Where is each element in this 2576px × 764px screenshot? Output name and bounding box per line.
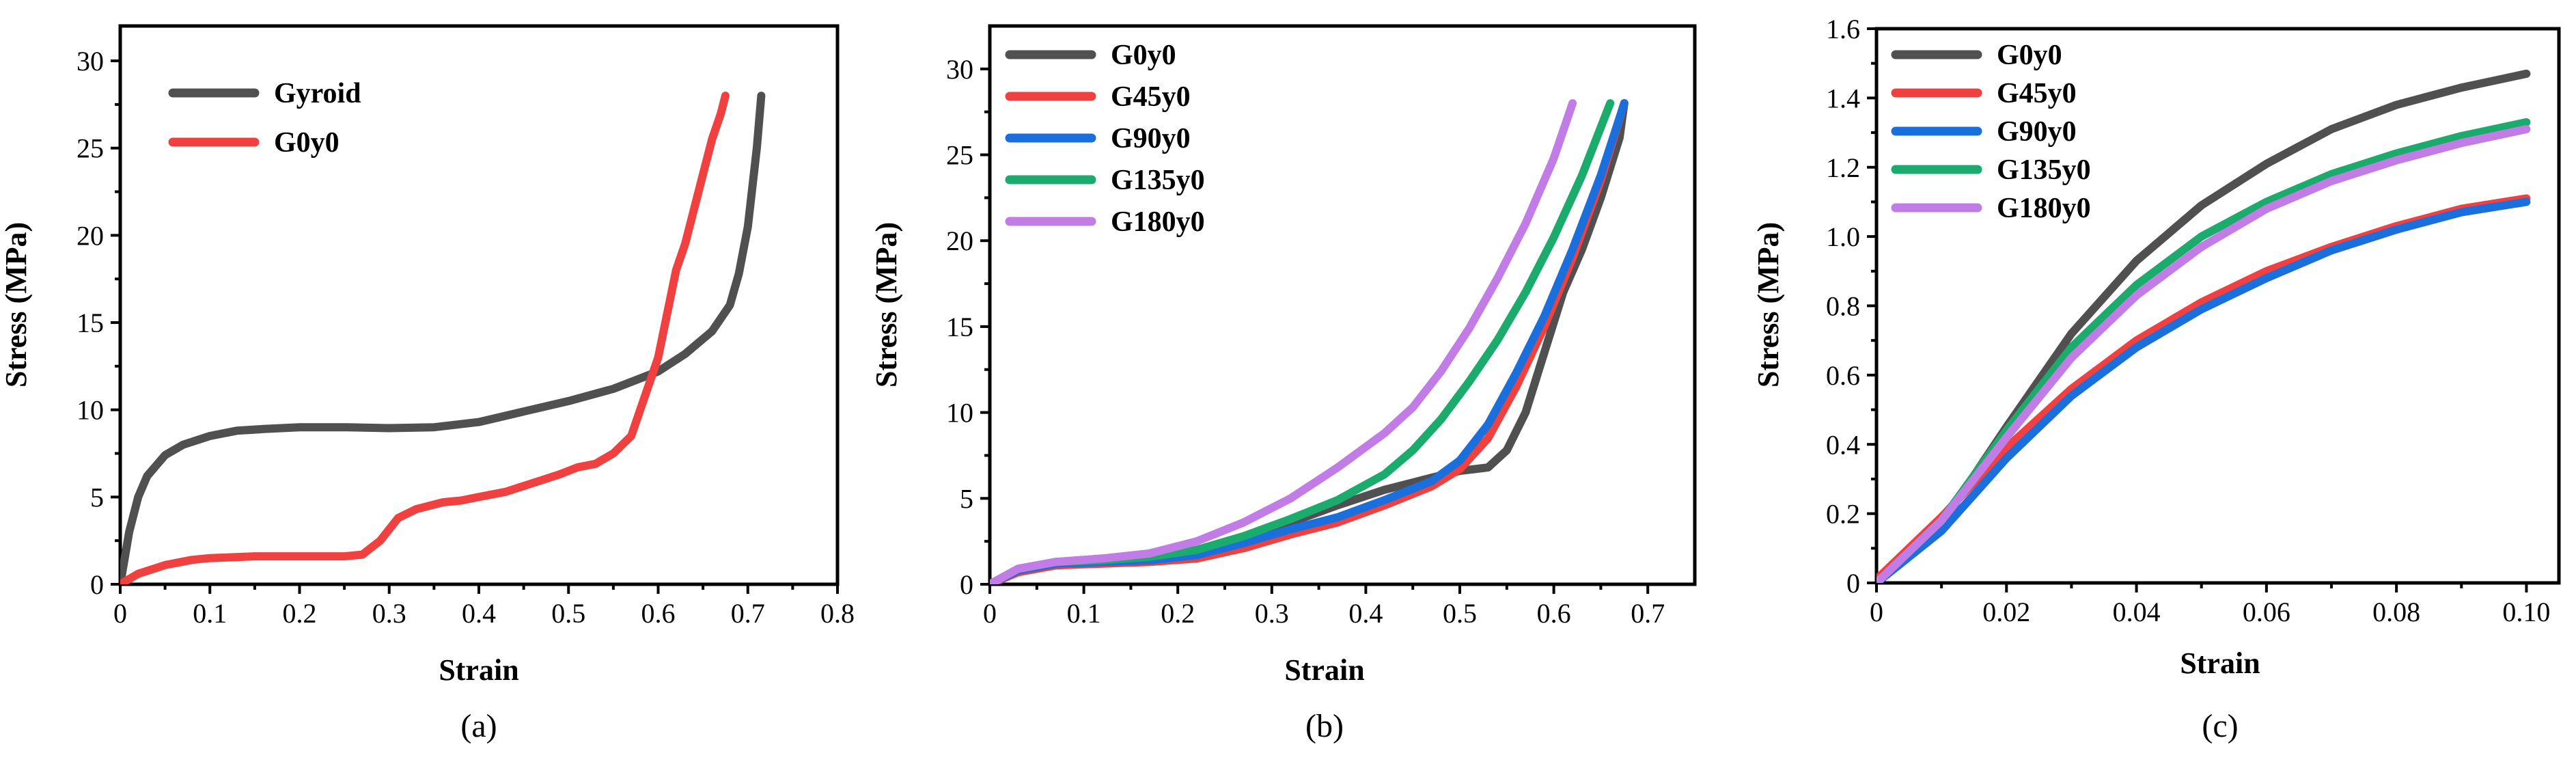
x-tick-label: 0.2 xyxy=(283,598,317,629)
y-tick-label: 20 xyxy=(946,226,973,256)
x-tick-label: 0.3 xyxy=(372,598,406,629)
y-tick-label: 25 xyxy=(946,140,973,171)
x-tick-label: 0.6 xyxy=(641,598,676,629)
legend-label: G0y0 xyxy=(1997,40,2062,71)
legend-label: G90y0 xyxy=(1111,123,1191,154)
x-tick-label: 0.04 xyxy=(2113,597,2161,627)
y-axis-title: Stress (MPa) xyxy=(0,222,33,387)
figure-caption: (a) xyxy=(460,708,497,744)
series-line-g45y0 xyxy=(1876,194,2531,583)
figure-caption: (b) xyxy=(1305,708,1344,744)
legend-label: G135y0 xyxy=(1111,165,1205,196)
x-tick-label: 0.8 xyxy=(820,598,855,629)
legend-label: G0y0 xyxy=(274,127,340,159)
chart-c: 0 0.02 0.04 0.06 0.08 0.10 0 0.2 0.4 0.6 0.8 1.0 1.2… xyxy=(1751,14,2561,744)
y-tick-label: 25 xyxy=(77,133,104,164)
legend-label: G45y0 xyxy=(1997,78,2077,109)
x-tick-label: 0.4 xyxy=(1348,598,1383,629)
y-tick-label: 30 xyxy=(946,54,973,85)
x-axis-title: Strain xyxy=(2180,646,2260,680)
y-axis-title: Stress (MPa) xyxy=(1751,222,1785,387)
x-tick-label: 0.5 xyxy=(1443,598,1477,629)
y-tick-label: 15 xyxy=(946,312,973,342)
y-tick-label: 1.6 xyxy=(1826,14,1860,44)
legend-label: G180y0 xyxy=(1997,193,2091,224)
x-tick-label: 0.1 xyxy=(1067,598,1101,629)
y-tick-label: 30 xyxy=(77,46,104,77)
y-tick-label: 20 xyxy=(77,220,104,251)
series-line-g180y0 xyxy=(1876,125,2531,583)
series-line-g90y0 xyxy=(1876,197,2531,583)
plot-frame xyxy=(988,24,1697,586)
x-tick-label: 0.4 xyxy=(462,598,496,629)
x-tick-label: 0.5 xyxy=(551,598,585,629)
y-tick-label: 0 xyxy=(90,569,104,600)
y-tick-label: 0.4 xyxy=(1826,429,1860,460)
y-tick-label: 0.8 xyxy=(1826,291,1860,322)
y-tick-label: 10 xyxy=(946,398,973,428)
x-tick-label: 0.2 xyxy=(1161,598,1195,629)
y-tick-label: 5 xyxy=(90,482,104,513)
y-tick-label: 15 xyxy=(77,308,104,338)
y-tick-label: 1.2 xyxy=(1826,152,1860,183)
series-line-g0y0 xyxy=(120,92,730,584)
x-tick-label: 0 xyxy=(983,598,997,629)
x-tick-label: 0.1 xyxy=(193,598,227,629)
series-line-g180y0 xyxy=(990,99,1577,584)
legend-label: G180y0 xyxy=(1111,206,1205,238)
y-tick-label: 0 xyxy=(960,569,973,600)
x-axis-title: Strain xyxy=(439,653,518,687)
y-tick-label: 0.2 xyxy=(1826,499,1860,530)
legend-label: G0y0 xyxy=(1111,40,1176,71)
figure-caption: (c) xyxy=(2202,708,2238,744)
x-axis-title: Strain xyxy=(1284,653,1364,687)
y-tick-label: 1.4 xyxy=(1826,83,1860,113)
x-tick-label: 0.7 xyxy=(1631,598,1665,629)
x-tick-label: 0.7 xyxy=(731,598,765,629)
legend-label: Gyroid xyxy=(274,78,361,109)
series-line-g135y0 xyxy=(1876,118,2531,583)
legend-label: G45y0 xyxy=(1111,81,1191,113)
y-tick-label: 0 xyxy=(1846,568,1860,599)
x-tick-label: 0.6 xyxy=(1537,598,1571,629)
x-tick-label: 0.3 xyxy=(1255,598,1289,629)
x-tick-label: 0.10 xyxy=(2502,597,2550,627)
x-tick-label: 0 xyxy=(1870,597,1883,627)
x-tick-label: 0.02 xyxy=(1982,597,2030,627)
chart-b: 0 0.1 0.2 0.3 0.4 0.5 0.6 0.7 0 5 10 15 20 25 30 Strain… xyxy=(870,24,1697,744)
y-axis-title: Stress (MPa) xyxy=(870,222,903,387)
x-tick-label: 0.08 xyxy=(2372,597,2420,627)
y-tick-label: 5 xyxy=(960,483,973,514)
legend-label: G135y0 xyxy=(1997,154,2091,186)
y-tick-label: 0.6 xyxy=(1826,360,1860,391)
x-tick-label: 0 xyxy=(113,598,127,629)
y-tick-label: 10 xyxy=(77,395,104,426)
series-line-gyroid xyxy=(120,92,766,584)
x-tick-label: 0.06 xyxy=(2243,597,2290,627)
legend-label: G90y0 xyxy=(1997,116,2077,148)
chart-a: 0 0.1 0.2 0.3 0.4 0.5 0.6 0.7 0.8 0 5 10 15 20 25 30 Str… xyxy=(0,24,855,744)
y-tick-label: 1.0 xyxy=(1826,221,1860,252)
